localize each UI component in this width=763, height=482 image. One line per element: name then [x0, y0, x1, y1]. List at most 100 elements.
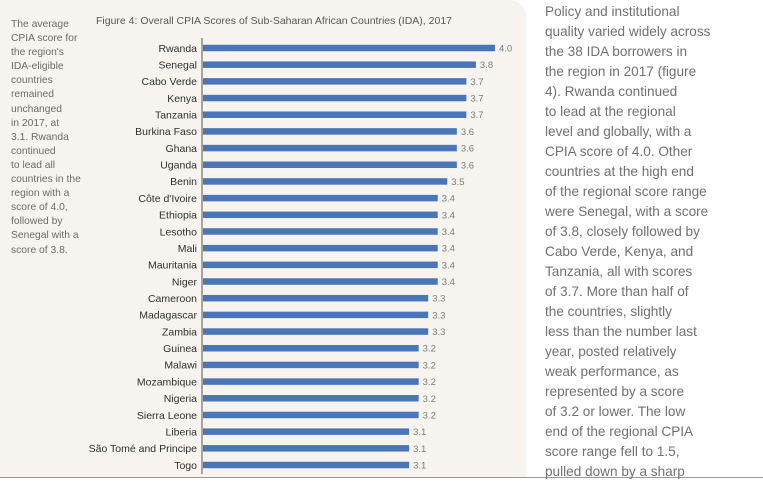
value-label: 3.1: [413, 427, 426, 438]
bar: [203, 144, 457, 152]
value-label: 3.2: [423, 394, 436, 405]
bar: [203, 94, 467, 102]
body-text-line: CPIA score of 4.0. Other: [545, 144, 693, 159]
bar: [203, 161, 457, 169]
category-label: Malawi: [164, 360, 197, 372]
body-text-line: Policy and institutional: [545, 4, 680, 19]
body-paragraph: Policy and institutional quality varied w…: [545, 2, 755, 482]
category-label: Mauritania: [148, 260, 197, 272]
body-text-line: end of the regional CPIA: [545, 424, 694, 439]
value-label: 3.2: [423, 410, 436, 421]
category-label: Ethiopia: [159, 210, 197, 222]
bar: [203, 128, 457, 135]
sidenote-line: The average: [11, 19, 69, 30]
body-text-line: were Senegal, with a score: [545, 204, 709, 219]
bar: [203, 61, 476, 68]
body-text-line: less than the number last: [545, 324, 697, 339]
category-label: Guinea: [163, 343, 197, 355]
sidenote-line: the region's: [11, 47, 64, 59]
sidenote-line: CPIA score for: [11, 33, 78, 45]
body-text-line: countries at the high end: [545, 164, 694, 179]
body-text-line: of the regional score range: [545, 184, 707, 199]
value-label: 3.2: [423, 377, 436, 388]
body-text-line: of 3.2 or lower. The low: [545, 404, 686, 419]
category-label: Mali: [178, 243, 197, 255]
bar: [203, 78, 467, 85]
value-label: 3.5: [451, 177, 464, 188]
body-text-line: score range fell to 1.5,: [545, 444, 680, 459]
value-label: 3.8: [480, 60, 493, 71]
value-label: 3.6: [461, 160, 474, 171]
category-label: Nigeria: [164, 393, 197, 405]
category-label: Senegal: [158, 59, 197, 71]
category-label: Cabo Verde: [142, 76, 198, 88]
bar: [203, 445, 410, 452]
body-text-line: the 38 IDA borrowers in: [545, 44, 688, 59]
sidenote-line: countries: [11, 75, 53, 87]
sidenote-line: continued: [11, 145, 56, 157]
body-text-line: the region in 2017 (figure: [545, 64, 697, 79]
bar: [203, 44, 495, 52]
category-label: Burkina Faso: [135, 126, 197, 138]
body-text-line: quality varied widely across: [545, 24, 711, 39]
bar: [203, 461, 410, 469]
bar: [203, 344, 419, 352]
page-divider: [0, 477, 763, 478]
body-text-line: level and globally, with a: [545, 124, 692, 139]
category-label: Côte d'Ivoire: [138, 193, 197, 205]
value-label: 3.3: [432, 310, 445, 321]
category-label: Mozambique: [137, 376, 197, 388]
sidenote-line: countries in the: [11, 174, 81, 186]
body-text-line: represented by a score: [545, 384, 685, 399]
sidenote-line: score of 4.0,: [11, 202, 68, 214]
bar: [203, 228, 438, 235]
sidenote-line: to lead all: [11, 159, 56, 171]
value-label: 3.7: [470, 110, 483, 121]
body-text-line: to lead at the regional: [545, 104, 676, 119]
category-label: Togo: [174, 460, 197, 472]
value-label: 3.4: [442, 194, 455, 205]
value-label: 3.1: [413, 444, 426, 455]
value-label: 3.4: [442, 277, 455, 288]
category-label: Liberia: [165, 426, 197, 438]
value-label: 3.6: [461, 127, 474, 138]
sidenote-line: unchanged: [11, 103, 62, 115]
category-label: Madagascar: [139, 310, 197, 322]
bar: [203, 278, 438, 285]
bar: [203, 244, 438, 252]
value-label: 3.4: [442, 244, 455, 255]
sidenote-line: followed by: [11, 216, 63, 228]
category-label: Kenya: [167, 93, 197, 105]
sidenote-line: IDA-eligible: [11, 61, 64, 73]
category-label: Tanzania: [155, 110, 197, 122]
value-label: 3.3: [432, 294, 445, 305]
bar: [203, 395, 419, 402]
value-label: 3.2: [423, 344, 436, 355]
bar: [203, 428, 410, 435]
value-label: 3.1: [413, 461, 426, 472]
bar: [203, 294, 429, 302]
bar: [203, 211, 438, 219]
value-label: 3.7: [470, 77, 483, 88]
category-label: Sierra Leone: [137, 410, 197, 422]
value-label: 3.3: [432, 327, 445, 338]
chart-title: Figure 4: Overall CPIA Scores of Sub-Sah…: [96, 15, 453, 27]
sidenote-line: region with a: [11, 188, 70, 200]
bar: [203, 411, 419, 419]
bar: [203, 261, 438, 269]
sidenote-line: 3.1. Rwanda: [11, 131, 69, 143]
category-label: Ghana: [165, 143, 197, 155]
body-text-line: Tanzania, all with scores: [545, 264, 693, 279]
body-text-line: of 3.7. More than half of: [545, 284, 689, 299]
body-text-line: the countries, slightly: [545, 304, 672, 319]
value-label: 3.4: [442, 260, 455, 271]
category-label: Uganda: [160, 160, 197, 172]
bar: [203, 178, 448, 185]
category-label: Zambia: [162, 326, 197, 338]
bar: [203, 111, 467, 118]
value-label: 4.0: [499, 44, 512, 55]
value-label: 3.2: [423, 360, 436, 371]
category-label: Cameroon: [148, 293, 197, 305]
bar-chart: Rwanda 4.0 Senegal 3.8 Cabo Verde 3.7 Kenya 3.7…: [89, 38, 512, 474]
bar: [203, 328, 429, 335]
